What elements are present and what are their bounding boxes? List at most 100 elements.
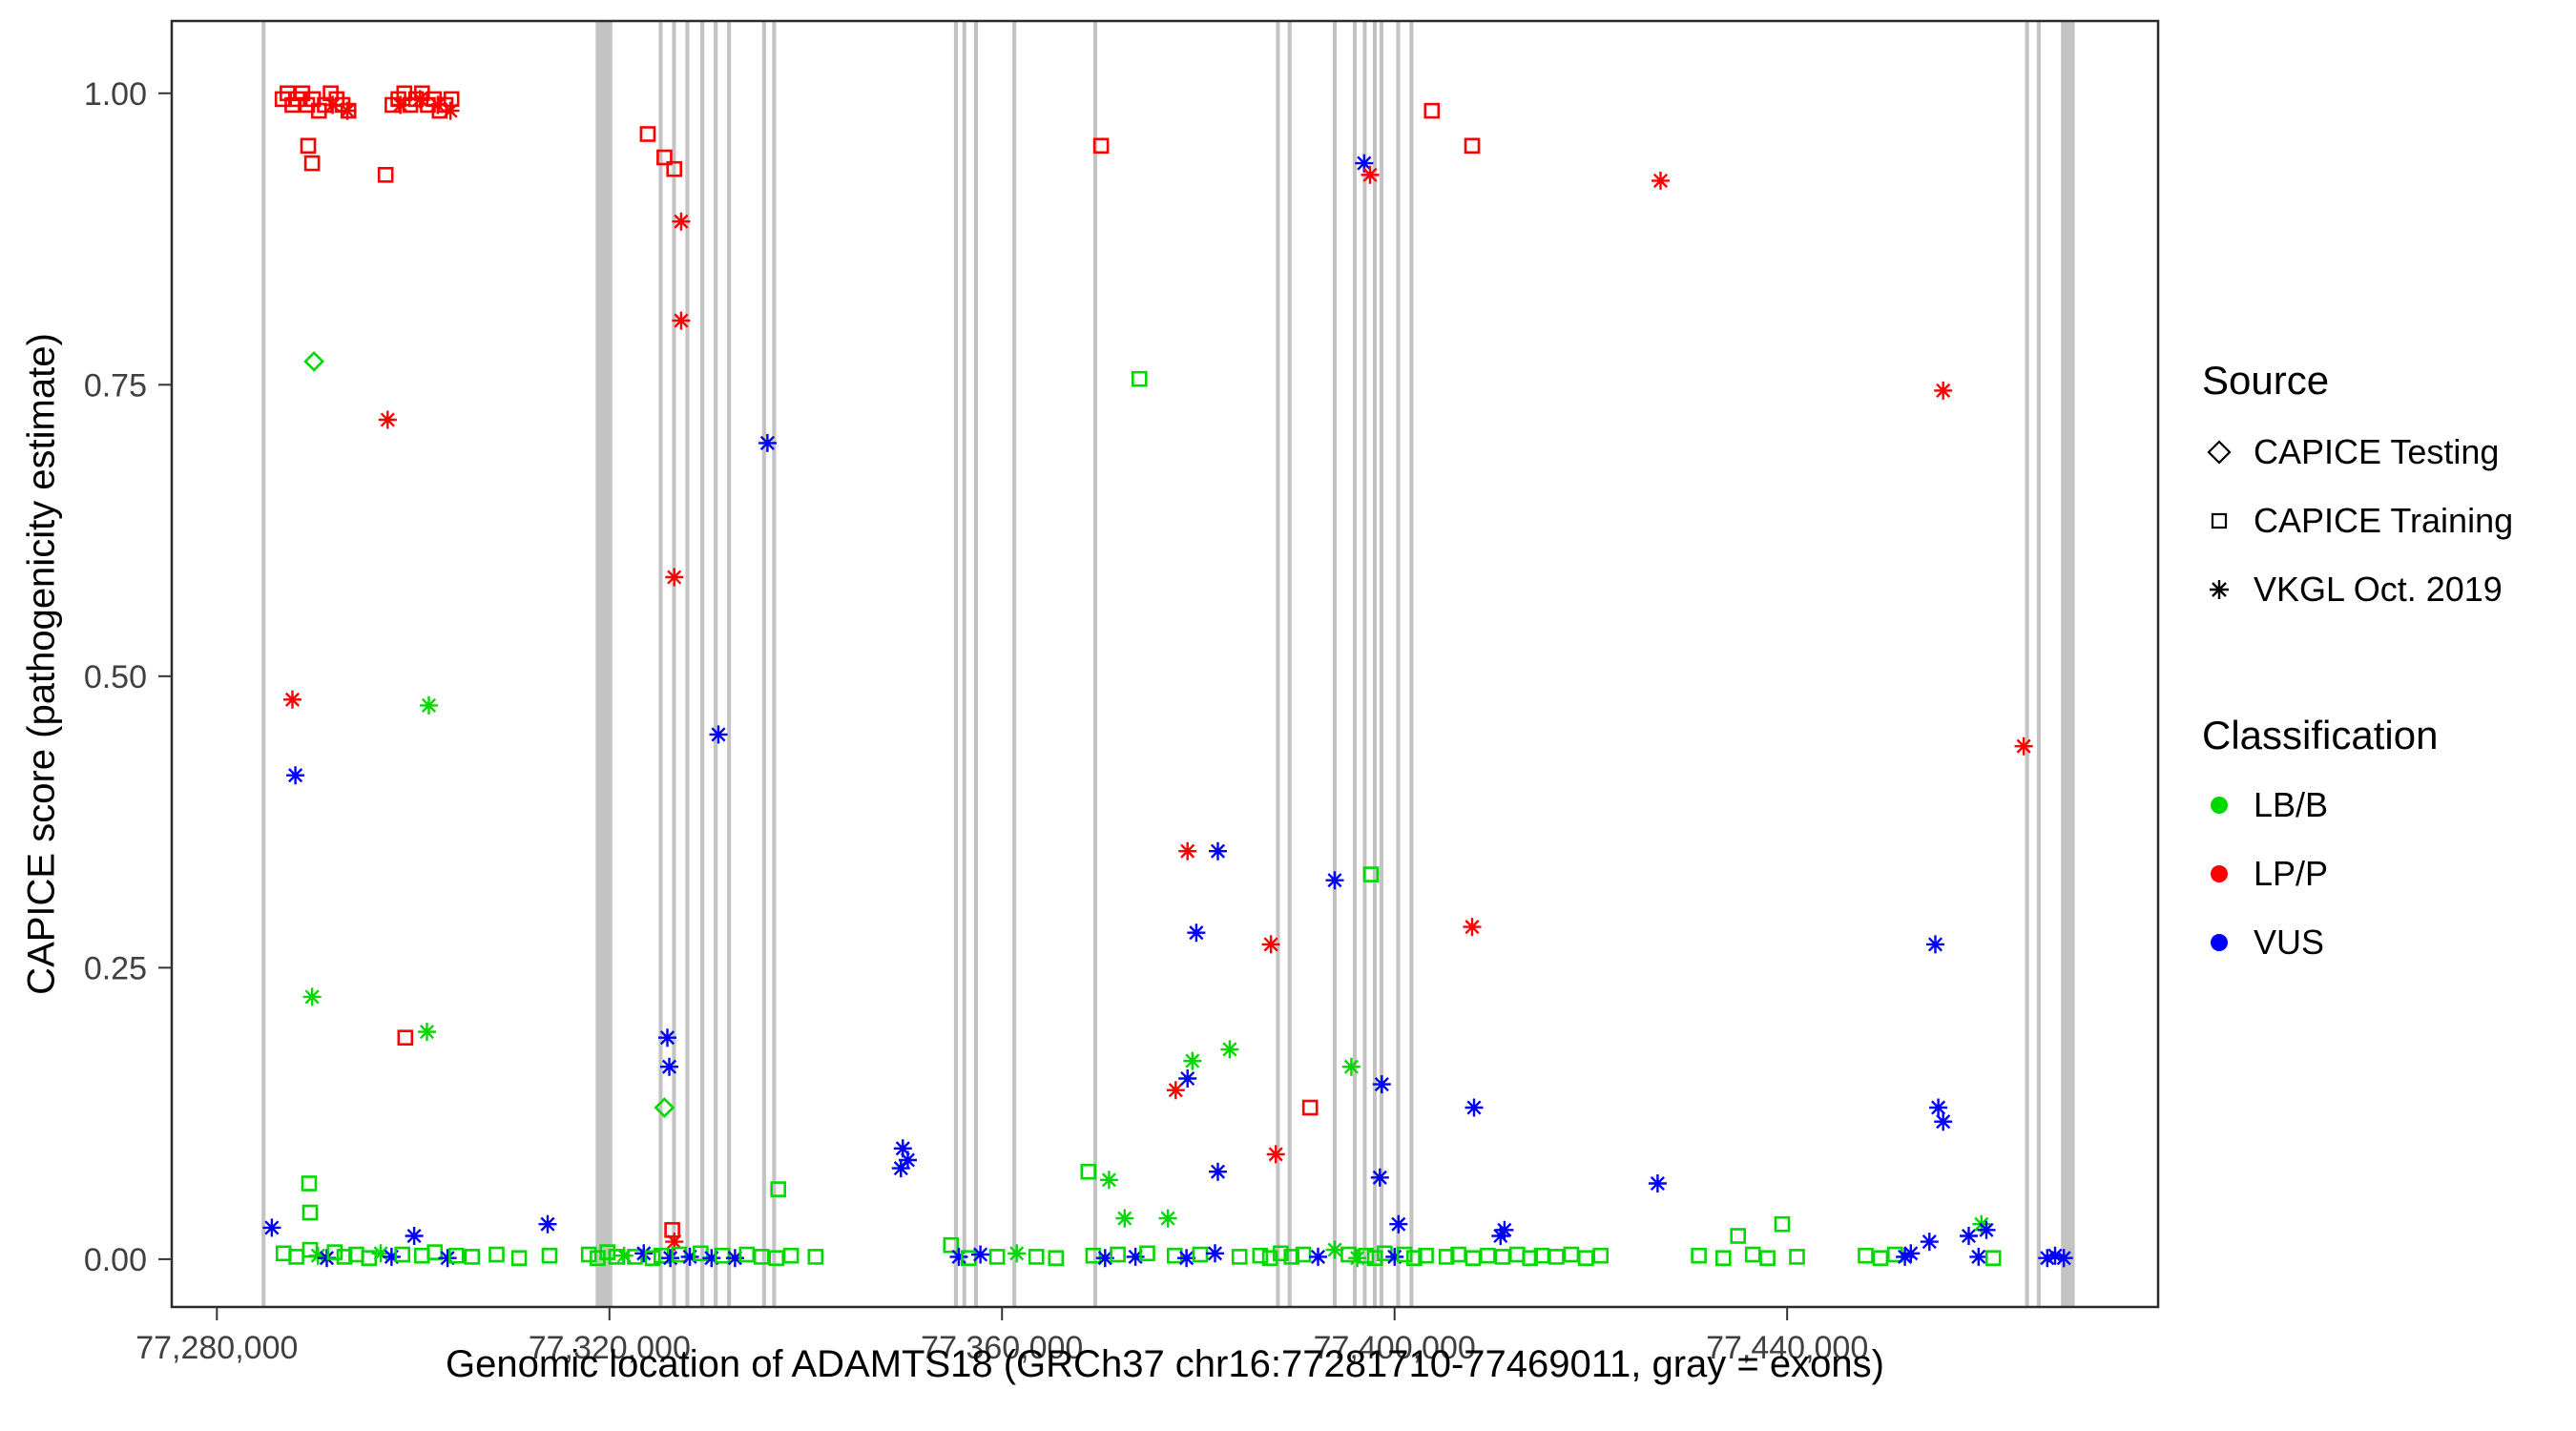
data-point-square xyxy=(1366,1250,1383,1266)
data-point-square xyxy=(770,1181,787,1197)
data-point-asterisk xyxy=(1355,154,1374,173)
data-point-asterisk xyxy=(1934,381,1953,400)
data-point-square xyxy=(1744,1246,1761,1263)
data-point-square xyxy=(644,1250,661,1266)
x-tick-label: 77,400,000 xyxy=(1314,1330,1476,1366)
data-point-asterisk xyxy=(899,1151,917,1170)
data-point-asterisk xyxy=(672,311,691,330)
x-tick-label: 77,360,000 xyxy=(921,1330,1083,1366)
data-point-asterisk xyxy=(634,1244,654,1263)
data-point-asterisk xyxy=(702,1249,721,1268)
y-tick-label: 0.25 xyxy=(84,950,147,986)
exon-band xyxy=(261,21,266,1307)
exon-band xyxy=(658,21,663,1307)
data-point-square xyxy=(782,1247,800,1264)
data-point-square xyxy=(1774,1215,1791,1233)
y-tick-label: 0.50 xyxy=(84,659,147,695)
data-point-asterisk xyxy=(1926,935,1944,954)
data-point-asterisk xyxy=(1309,1247,1327,1266)
data-point-asterisk xyxy=(1348,1249,1367,1268)
legend-item-label: LP/P xyxy=(2254,854,2329,893)
data-point-square xyxy=(753,1249,770,1265)
data-point-square xyxy=(1548,1249,1565,1265)
data-point-asterisk xyxy=(538,1214,557,1234)
data-point-square xyxy=(413,1247,430,1264)
data-point-square xyxy=(1984,1250,2002,1266)
exon-band xyxy=(2036,21,2041,1307)
legend-item-capice-training: CAPICE Training xyxy=(2202,487,2574,555)
data-point-asterisk xyxy=(1495,1220,1514,1239)
data-point-asterisk xyxy=(665,568,684,587)
data-point-square xyxy=(1283,1249,1299,1265)
data-point-square xyxy=(1301,1099,1319,1116)
data-point-square xyxy=(326,1244,343,1260)
data-point-asterisk xyxy=(391,95,410,114)
data-point-square xyxy=(1092,137,1110,155)
data-point-asterisk xyxy=(1325,871,1344,890)
data-point-square xyxy=(1563,1246,1580,1263)
square-open-icon xyxy=(2211,512,2228,529)
data-point-square xyxy=(1192,1246,1209,1263)
data-point-square xyxy=(1110,1246,1126,1263)
data-point-asterisk xyxy=(1385,1247,1404,1266)
exon-band xyxy=(1332,21,1337,1307)
legend-item-label: CAPICE Training xyxy=(2254,501,2514,540)
data-point-square xyxy=(1480,1247,1496,1264)
data-point-asterisk xyxy=(323,95,343,114)
data-point-asterisk xyxy=(2014,736,2033,756)
data-point-square xyxy=(1261,1250,1278,1266)
data-point-square xyxy=(666,160,683,177)
data-point-asterisk xyxy=(1099,1171,1118,1190)
asterisk-icon xyxy=(2210,580,2229,599)
red-dot-icon xyxy=(2211,865,2228,882)
exon-band xyxy=(2025,21,2029,1307)
data-point-square xyxy=(1438,1249,1455,1265)
data-point-asterisk xyxy=(891,1159,910,1178)
data-point-asterisk xyxy=(420,695,438,715)
data-point-square xyxy=(1396,1246,1413,1263)
legend-item-lpp: LP/P xyxy=(2202,840,2574,908)
data-point-square xyxy=(1533,1247,1550,1264)
legend-item-label: LB/B xyxy=(2254,785,2329,824)
data-point-diamond xyxy=(654,1097,675,1118)
data-point-asterisk xyxy=(1652,171,1670,190)
data-point-square xyxy=(1730,1228,1746,1244)
data-point-asterisk xyxy=(1920,1233,1939,1252)
data-point-square xyxy=(807,1249,824,1265)
data-point-square xyxy=(510,1250,528,1266)
exon-band xyxy=(1372,21,1377,1307)
data-point-square xyxy=(1252,1247,1269,1264)
y-tick-label: 0.75 xyxy=(84,367,147,404)
legend-item-label: VKGL Oct. 2019 xyxy=(2254,570,2503,609)
data-point-square xyxy=(1465,1250,1482,1266)
data-point-square xyxy=(1418,1247,1434,1264)
data-point-asterisk xyxy=(1325,1240,1344,1259)
data-point-asterisk xyxy=(660,1057,678,1076)
legend-item-label: VUS xyxy=(2254,923,2325,962)
data-point-asterisk xyxy=(758,433,777,452)
data-point-asterisk xyxy=(1463,918,1482,937)
data-point-square xyxy=(714,1247,731,1264)
legend-item-vkgl: VKGL Oct. 2019 xyxy=(2202,555,2574,624)
data-point-asterisk xyxy=(1960,1227,1978,1245)
data-point-asterisk xyxy=(418,1023,436,1042)
data-point-asterisk xyxy=(1166,1081,1185,1100)
exon-band xyxy=(772,21,777,1307)
exon-band xyxy=(727,21,732,1307)
data-point-square xyxy=(1789,1249,1805,1265)
data-point-asterisk xyxy=(665,1233,684,1252)
data-point-square xyxy=(664,1222,680,1238)
data-point-square xyxy=(1578,1250,1594,1266)
exon-band xyxy=(1287,21,1292,1307)
data-point-square xyxy=(1085,1247,1102,1264)
data-point-square xyxy=(301,1175,318,1192)
x-tick-label: 77,440,000 xyxy=(1706,1330,1868,1366)
exon-band xyxy=(1396,21,1401,1307)
blue-dot-icon xyxy=(2211,934,2228,951)
data-point-asterisk xyxy=(1266,1145,1285,1164)
data-point-asterisk xyxy=(308,1246,327,1265)
data-point-asterisk xyxy=(262,1218,281,1237)
data-point-asterisk xyxy=(2046,1246,2065,1265)
